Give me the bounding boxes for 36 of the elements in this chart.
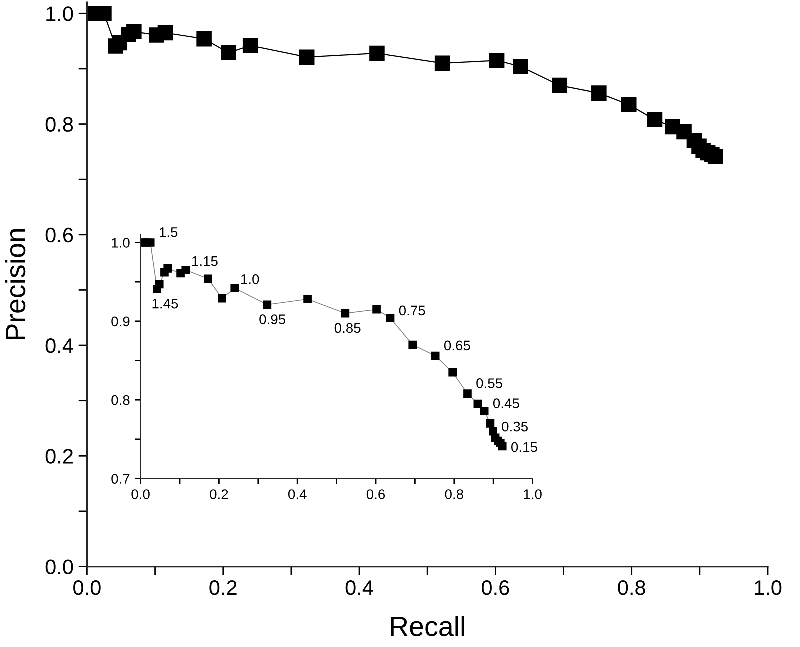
annotation: 0.75 bbox=[399, 306, 426, 316]
annotation: 0.95 bbox=[260, 314, 286, 324]
x-tick-label: 0.6 bbox=[482, 580, 510, 596]
x-tick-label: 0.2 bbox=[210, 490, 228, 500]
annotation: 0.45 bbox=[493, 398, 520, 408]
annotation: 0.85 bbox=[334, 323, 361, 334]
y-tick-label: 0.9 bbox=[112, 316, 130, 327]
x-tick-label: 0.4 bbox=[346, 580, 374, 596]
x-tick-label: 1.0 bbox=[755, 580, 782, 596]
annotation: 0.65 bbox=[444, 340, 470, 351]
x-tick-label: 0.6 bbox=[366, 490, 386, 500]
x-tick-label: 1.0 bbox=[524, 490, 542, 500]
annotation: 1.15 bbox=[192, 256, 218, 266]
x-tick-label: 0.0 bbox=[74, 580, 101, 596]
y-tick-label: 0.0 bbox=[46, 560, 74, 575]
y-tick-label: 1.0 bbox=[46, 6, 74, 22]
y-tick-label: 0.7 bbox=[112, 474, 130, 484]
x-tick-label: 0.0 bbox=[132, 490, 150, 500]
y-tick-label: 0.8 bbox=[46, 117, 74, 132]
annotation: 1.45 bbox=[152, 299, 178, 309]
annotation: 1.5 bbox=[160, 228, 178, 238]
x-axis-title: Recall bbox=[391, 616, 464, 636]
x-tick-label: 0.2 bbox=[210, 580, 237, 596]
x-tick-label: 0.8 bbox=[445, 490, 464, 500]
annotation: 1.0 bbox=[241, 274, 260, 284]
annotation: 0.15 bbox=[511, 442, 538, 452]
y-tick-label: 0.4 bbox=[46, 338, 74, 354]
y-tick-label: 0.8 bbox=[112, 395, 130, 406]
y-tick-label: 1.0 bbox=[112, 238, 130, 248]
annotation: 0.55 bbox=[476, 378, 503, 388]
x-tick-label: 0.4 bbox=[288, 490, 307, 500]
y-axis-title: Precision bbox=[5, 229, 26, 340]
y-tick-label: 0.6 bbox=[46, 228, 74, 243]
x-tick-label: 0.8 bbox=[618, 580, 646, 596]
annotation: 0.35 bbox=[502, 422, 528, 432]
y-tick-label: 0.2 bbox=[46, 449, 73, 464]
